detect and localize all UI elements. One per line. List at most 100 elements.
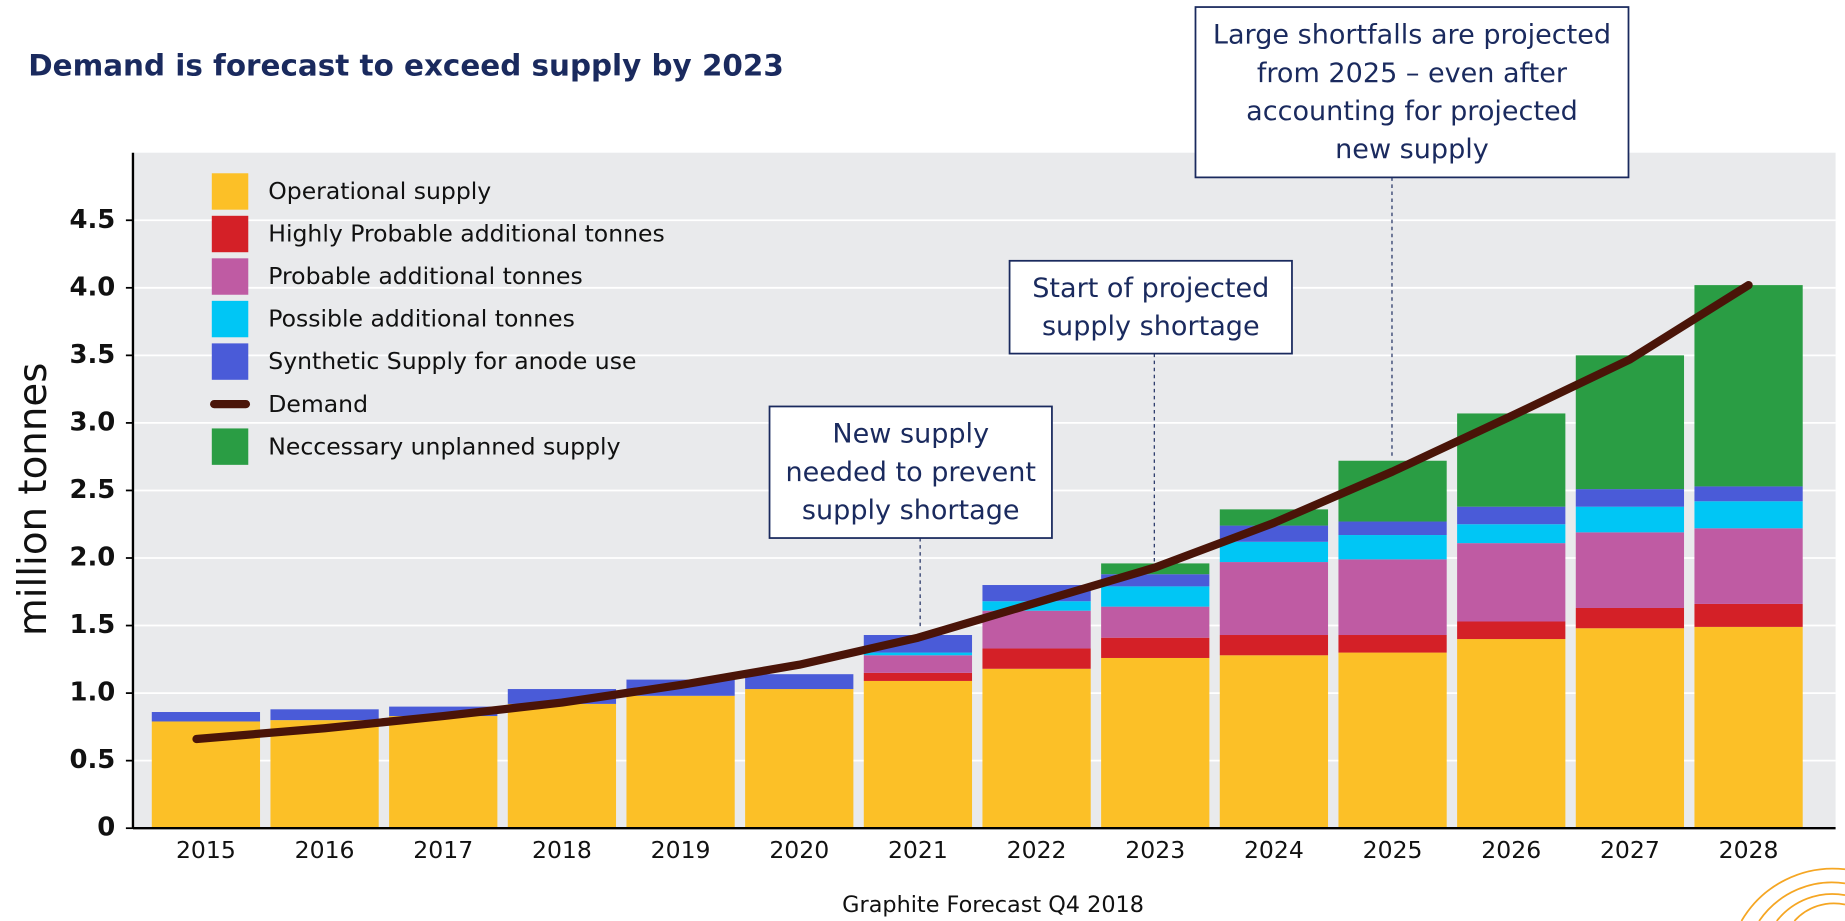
bar-segment bbox=[982, 648, 1091, 669]
source: Graphite Forecast Q4 2018 bbox=[842, 892, 1144, 918]
annotation-text: Large shortfalls are projected bbox=[1213, 20, 1611, 51]
x-tick-label: 2026 bbox=[1481, 836, 1541, 864]
bar-segment bbox=[1575, 489, 1685, 507]
bar-segment bbox=[1575, 532, 1685, 608]
y-tick-label: 0.5 bbox=[69, 745, 115, 775]
legend-swatch bbox=[211, 173, 249, 210]
bar-segment bbox=[1457, 639, 1566, 829]
annotation-box bbox=[1194, 6, 1630, 179]
bar-segment bbox=[270, 720, 379, 829]
bar-segment bbox=[1694, 528, 1803, 604]
x-tick-label: 2015 bbox=[176, 836, 236, 864]
bar-segment bbox=[389, 706, 498, 717]
x-tick-label: 2024 bbox=[1244, 836, 1304, 864]
x-tick-label: 2025 bbox=[1363, 836, 1423, 864]
bar-segment bbox=[982, 668, 1091, 829]
legend-swatch bbox=[211, 300, 249, 338]
bar-segment bbox=[1338, 521, 1447, 536]
annotation-text: supply shortage bbox=[802, 495, 1020, 526]
bar-segment bbox=[863, 672, 973, 681]
bar-segment bbox=[507, 703, 617, 829]
bar-segment bbox=[863, 652, 973, 656]
bar-segment bbox=[1338, 559, 1447, 636]
bar-segment bbox=[863, 655, 973, 673]
annotation-text: new supply bbox=[1335, 134, 1489, 165]
x-tick-label: 2020 bbox=[769, 836, 829, 864]
y-tick-label: 4.0 bbox=[69, 272, 115, 302]
legend-label: Neccessary unplanned supply bbox=[268, 432, 620, 460]
y-tick-label: 2.5 bbox=[69, 475, 115, 505]
bar-segment bbox=[1101, 657, 1210, 829]
bar-segment bbox=[1219, 562, 1329, 636]
bar-segment bbox=[1457, 413, 1566, 507]
legend-label: Probable additional tonnes bbox=[268, 262, 582, 290]
x-tick-label: 2018 bbox=[532, 836, 592, 864]
bar-segment bbox=[1694, 603, 1803, 627]
annotation-text: supply shortage bbox=[1042, 311, 1260, 342]
bar-segment bbox=[1457, 543, 1566, 622]
legend-label: Operational supply bbox=[268, 177, 491, 205]
legend-label: Synthetic Supply for anode use bbox=[268, 347, 636, 375]
legend-swatch bbox=[211, 215, 249, 253]
y-tick-label: 2.0 bbox=[69, 543, 115, 573]
x-tick-label: 2027 bbox=[1600, 836, 1660, 864]
x-tick-label: 2016 bbox=[295, 836, 355, 864]
bar-segment bbox=[1338, 535, 1447, 560]
x-tick-label: 2021 bbox=[888, 836, 948, 864]
bar-segment bbox=[1694, 486, 1803, 502]
x-tick-label: 2019 bbox=[651, 836, 711, 864]
bar-segment bbox=[1457, 621, 1566, 640]
bar-segment bbox=[1219, 635, 1329, 656]
bar-segment bbox=[626, 695, 735, 829]
annotation-text: accounting for projected bbox=[1246, 96, 1578, 127]
bar-segment bbox=[389, 716, 498, 829]
bar-segment bbox=[1575, 506, 1685, 533]
decoration bbox=[1740, 867, 1845, 921]
bar-segment bbox=[1575, 607, 1685, 629]
bar-segment bbox=[745, 674, 854, 690]
y-tick-label: 3.0 bbox=[69, 407, 115, 437]
bar-segment bbox=[1575, 628, 1685, 829]
bar-segment bbox=[1101, 606, 1210, 638]
legend-swatch bbox=[211, 428, 249, 465]
legend-swatch bbox=[211, 258, 249, 295]
annotation-text: New supply bbox=[832, 419, 989, 450]
bar-segment bbox=[863, 635, 973, 653]
y-tick-label: 3.5 bbox=[69, 340, 115, 370]
bar-segment bbox=[1101, 586, 1210, 607]
bar-segment bbox=[151, 712, 261, 722]
bar-segment bbox=[863, 680, 973, 829]
bar-segment bbox=[1338, 635, 1447, 653]
legend-swatch bbox=[211, 343, 249, 380]
annotation-box bbox=[768, 405, 1053, 539]
demand-line bbox=[192, 280, 1753, 744]
legend-label: Demand bbox=[268, 390, 368, 418]
bar-segment bbox=[1338, 652, 1447, 829]
legend-label: Highly Probable additional tonnes bbox=[268, 220, 664, 248]
x-tick-label: 2022 bbox=[1007, 836, 1067, 864]
x-tick-label: 2023 bbox=[1125, 836, 1185, 864]
bar-segment bbox=[1101, 637, 1210, 658]
bar-segment bbox=[1457, 524, 1566, 544]
bar-segment bbox=[1694, 501, 1803, 529]
bar-segment bbox=[1694, 285, 1803, 487]
x-tick-label: 2017 bbox=[413, 836, 473, 864]
bar-segment bbox=[1219, 541, 1329, 563]
annotation-box bbox=[1008, 259, 1293, 355]
bar-segment bbox=[1694, 626, 1803, 829]
y-tick-label: 1.0 bbox=[69, 678, 115, 708]
bar-segment bbox=[1457, 506, 1566, 525]
bar-segment bbox=[270, 709, 379, 721]
bar-segment bbox=[1219, 655, 1329, 829]
legend-label: Possible additional tonnes bbox=[268, 305, 575, 333]
y-tick-label: 4.5 bbox=[69, 205, 115, 235]
chart-title: Demand is forecast to exceed supply by 2… bbox=[28, 48, 784, 82]
annotation-text: needed to prevent bbox=[785, 457, 1036, 488]
annotation-text: Start of projected bbox=[1032, 273, 1269, 304]
y-axis-label: million tonnes bbox=[11, 363, 56, 636]
bar-segment bbox=[745, 689, 854, 829]
x-tick-label: 2028 bbox=[1719, 836, 1779, 864]
y-tick-label: 1.5 bbox=[69, 610, 115, 640]
y-tick-label: 0 bbox=[97, 813, 115, 843]
